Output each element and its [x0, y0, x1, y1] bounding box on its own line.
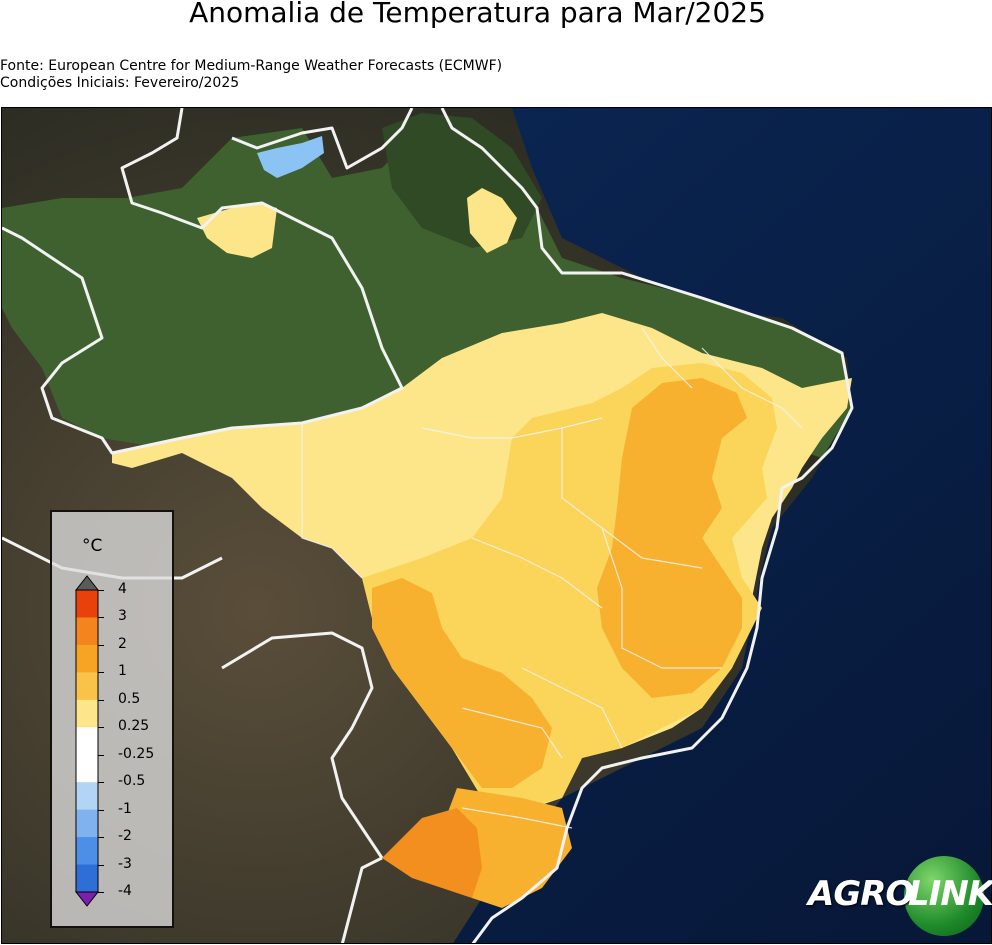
- source-line: Fonte: European Centre for Medium-Range …: [0, 58, 503, 74]
- colorbar-swatch: [76, 727, 98, 756]
- anomaly-2-region-west: [372, 578, 552, 788]
- map-title: Anomalia de Temperatura para Mar/2025: [189, 0, 766, 29]
- colorbar-swatch: [76, 837, 98, 866]
- legend-panel: °C 4 3 2 1 0.5 0.25 -0.25 -0.5 -1 -2 -3 -4: [50, 510, 174, 928]
- logo-link-text: LINK: [908, 874, 992, 914]
- logo-ball: [904, 856, 984, 936]
- init-line: Condições Iniciais: Fevereiro/2025: [0, 75, 240, 91]
- colorbar-tick-label: 3: [118, 608, 127, 625]
- colorbar-tick-label: 1: [118, 663, 127, 680]
- colorbar-tick-mark: [98, 727, 104, 729]
- borders: [2, 108, 854, 943]
- colorbar-tick-label: 0.25: [118, 718, 150, 735]
- colorbar-tick-mark: [98, 754, 104, 756]
- colorbar-tick-label: -1: [118, 800, 132, 817]
- anomaly-0-5-amapa: [467, 188, 517, 253]
- anomaly-0-5-roraima: [197, 203, 277, 258]
- agrolink-logo: AGRO LINK: [808, 856, 992, 936]
- colorbar-tick-label: 2: [118, 635, 127, 652]
- colorbar-tick-mark: [98, 590, 104, 591]
- colorbar-outline: [75, 589, 99, 893]
- colorbar-swatch: [76, 782, 98, 811]
- anomaly-2-region-east: [597, 378, 747, 698]
- anomaly-3-region: [382, 808, 482, 898]
- colorbar-tick-label: 4: [118, 581, 127, 597]
- colorbar-tick-label: 0.5: [118, 690, 141, 707]
- colorbar-swatch: [76, 864, 98, 893]
- colorbar-tick-mark: [98, 892, 104, 893]
- colorbar-swatch: [76, 590, 98, 618]
- colorbar-over-arrow: [74, 575, 100, 591]
- colorbar-tick-label: -4: [118, 883, 132, 899]
- colorbar-tick-mark: [98, 782, 104, 784]
- colorbar-tick-mark: [98, 699, 104, 701]
- colorbar-tick-label: -3: [118, 855, 132, 872]
- colorbar-tick-label: -2: [118, 828, 132, 845]
- anomaly-negative-patch: [257, 136, 324, 178]
- colorbar-tick-mark: [98, 617, 104, 619]
- colorbar-swatch: [76, 672, 98, 701]
- state-borders: [301, 327, 803, 829]
- colorbar-swatch: [76, 809, 98, 838]
- colorbar-tick-mark: [98, 672, 104, 674]
- logo-agro-text: AGRO: [808, 874, 914, 914]
- colorbar-swatches: [74, 575, 100, 907]
- legend-unit: °C: [82, 536, 103, 556]
- colorbar-tick-mark: [98, 837, 104, 839]
- colorbar-under-arrow: [74, 891, 100, 907]
- colorbar-tick-mark: [98, 809, 104, 811]
- colorbar-swatch: [76, 699, 98, 728]
- colorbar-tick-label: -0.5: [118, 773, 146, 790]
- colorbar-tick-mark: [98, 644, 104, 646]
- legend-colorbar: [74, 575, 100, 907]
- colorbar-tick-label: -0.25: [118, 745, 155, 762]
- colorbar-tick-mark: [98, 864, 104, 866]
- colorbar-swatch: [76, 617, 98, 646]
- colorbar-swatch: [76, 754, 98, 783]
- colorbar-swatch: [76, 644, 98, 673]
